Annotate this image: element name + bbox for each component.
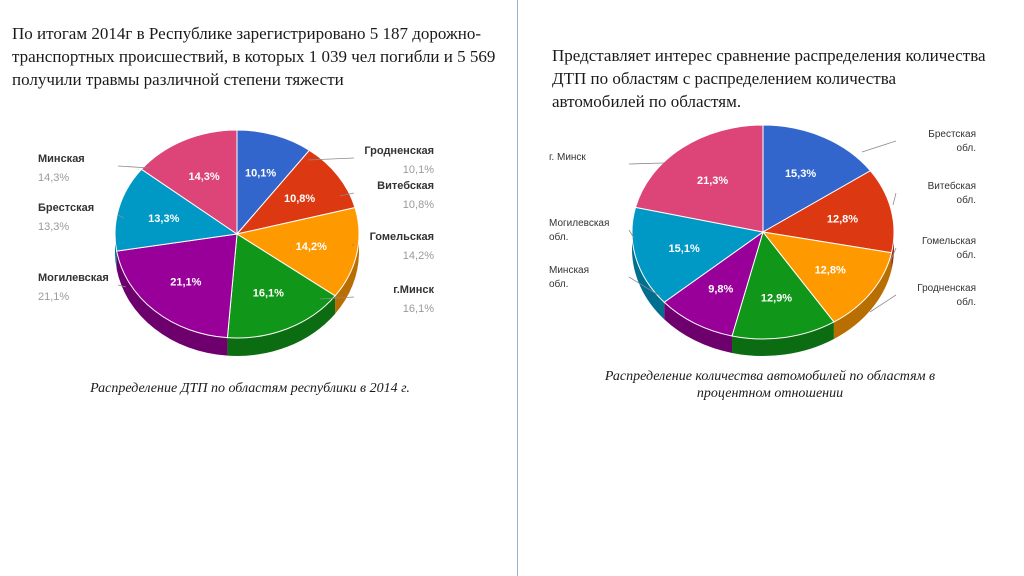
- category-value-1: 10,1%: [403, 164, 434, 176]
- pie-value-label-1: 15,3%: [785, 168, 816, 180]
- leader-line-1: [861, 140, 897, 153]
- pie-value-label-4: 12,9%: [761, 292, 792, 304]
- leader-line-4: [869, 294, 897, 313]
- pie-value-label-5: 9,8%: [708, 284, 733, 296]
- pie-slice-7: [634, 124, 764, 233]
- category-label-1-line2: обл.: [957, 142, 976, 154]
- pie-side-5: [116, 251, 228, 356]
- category-label-1: Брестская: [928, 129, 976, 140]
- pie-value-label-3: 14,2%: [296, 241, 327, 253]
- leader-line-4: [319, 296, 355, 300]
- pie-side-6: [632, 232, 665, 320]
- category-label-2-line2: обл.: [957, 194, 976, 206]
- pie-slice-4: [731, 230, 835, 340]
- pie-value-label-5: 21,1%: [170, 277, 201, 289]
- category-label-5: Минская: [549, 265, 589, 276]
- leader-line-2: [339, 192, 355, 197]
- category-value-3: 14,2%: [403, 250, 434, 262]
- leader-line-1: [307, 157, 355, 161]
- pie-side-2: [891, 232, 894, 270]
- category-label-6: Могилевская: [549, 218, 609, 229]
- chart-caption-right: Распределение количества автомобилей по …: [604, 369, 936, 401]
- category-label-7: Минская: [38, 153, 85, 165]
- leader-line-7: [117, 165, 151, 169]
- pie-slice-2: [235, 149, 356, 235]
- pie-slice-5: [116, 233, 238, 339]
- pie-value-label-1: 10,1%: [245, 168, 276, 180]
- category-label-3: Гомельская: [922, 236, 976, 247]
- pie-value-label-4: 16,1%: [253, 288, 284, 300]
- pie-value-label-6: 13,3%: [148, 213, 179, 225]
- pie-side-3: [833, 252, 892, 339]
- page-divider: [517, 0, 518, 576]
- intro-text: По итогам 2014г в Республике зарегистрир…: [12, 24, 496, 89]
- leader-line-2: [892, 192, 897, 206]
- category-label-2: Витебская: [928, 180, 976, 192]
- pie-slice-1: [236, 129, 311, 236]
- pie-value-label-7: 21,3%: [697, 175, 728, 187]
- pie-slice-5: [663, 230, 764, 337]
- pie-value-label-2: 12,8%: [827, 213, 858, 225]
- pie-slice-1: [762, 124, 872, 233]
- category-label-6: Брестская: [38, 202, 94, 214]
- leader-line-7: [628, 162, 665, 165]
- chart-caption-left: Распределение ДТП по областям республики…: [90, 381, 410, 396]
- pie-side-4: [732, 321, 834, 356]
- pie-side-3: [335, 234, 359, 314]
- pie-value-label-3: 12,8%: [815, 264, 846, 276]
- category-label-4: Гродненская: [917, 283, 976, 294]
- category-label-6-line2: обл.: [549, 231, 568, 243]
- pie-slice-7: [140, 129, 238, 235]
- pie-value-label-6: 15,1%: [669, 243, 700, 255]
- category-label-2: Витебская: [377, 180, 434, 192]
- category-label-4: г.Минск: [393, 284, 434, 296]
- pie-slice-3: [761, 231, 893, 323]
- category-label-4-line2: обл.: [957, 296, 976, 308]
- category-value-6: 13,3%: [38, 221, 69, 233]
- leader-line-5: [628, 276, 661, 297]
- pie-chart-2: 15,3% Брестская обл. 12,8% Витебская обл. 12,8…: [549, 124, 976, 356]
- category-label-5-line2: обл.: [549, 278, 568, 290]
- pie-slice-3: [235, 207, 360, 297]
- pie-slice-6: [114, 168, 239, 252]
- leader-line-5: [117, 284, 127, 288]
- leader-line-3: [889, 247, 897, 263]
- category-value-4: 16,1%: [403, 303, 434, 315]
- leader-line-6: [628, 229, 635, 239]
- category-value-2: 10,8%: [403, 199, 434, 211]
- pie-slice-6: [631, 206, 765, 303]
- category-label-7: г. Минск: [549, 152, 586, 163]
- category-label-1: Гродненская: [364, 145, 434, 157]
- category-label-3-line2: обл.: [957, 249, 976, 261]
- pie-slice-4: [226, 233, 336, 339]
- category-value-7: 14,3%: [38, 172, 69, 184]
- leader-line-3: [351, 243, 355, 247]
- pie-value-label-2: 10,8%: [284, 193, 315, 205]
- category-label-5: Могилевская: [38, 272, 109, 284]
- leader-line-6: [117, 214, 125, 219]
- pie-chart-1: 10,1% Гродненская 10,1% 10,8% Витебская 10,8%…: [38, 129, 434, 356]
- pie-value-label-7: 14,3%: [189, 171, 220, 183]
- category-value-5: 21,1%: [38, 291, 69, 303]
- category-label-3: Гомельская: [370, 231, 434, 243]
- pie-side-5: [664, 302, 733, 353]
- pie-slice-2: [761, 170, 895, 254]
- pie-side-4: [227, 295, 336, 356]
- comparison-text: Представляет интерес сравнение распредел…: [552, 46, 986, 111]
